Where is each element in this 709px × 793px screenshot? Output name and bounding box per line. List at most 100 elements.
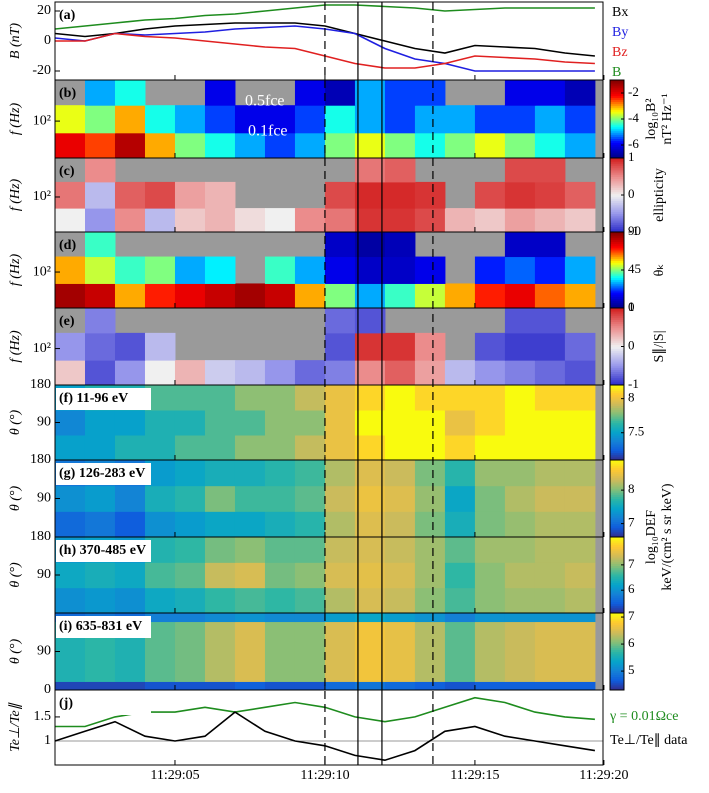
- colorbar-segment: [610, 488, 624, 492]
- colorbar-segment: [610, 571, 624, 574]
- heatmap-cell: [504, 511, 536, 538]
- heatmap-cell: [114, 283, 146, 309]
- colorbar-segment: [610, 435, 624, 438]
- colorbar-tick-label: 8: [628, 390, 635, 405]
- heatmap-cell: [114, 181, 146, 209]
- colorbar-segment: [610, 262, 624, 265]
- heatmap-cell: [414, 460, 446, 487]
- colorbar-tick-label: -1: [628, 376, 639, 391]
- colorbar-segment: [610, 647, 624, 651]
- colorbar-segment: [610, 494, 624, 498]
- annotation: 0.5fce: [245, 93, 285, 110]
- colorbar-segment: [610, 481, 624, 484]
- heatmap-cell: [414, 587, 446, 614]
- colorbar-tick-label: 6: [628, 635, 635, 650]
- colorbar-segment: [610, 377, 624, 380]
- heatmap-cell: [234, 132, 266, 159]
- colorbar-segment: [610, 296, 624, 299]
- heatmap-cell: [504, 613, 536, 623]
- colorbar-segment: [610, 666, 624, 670]
- heatmap-cell: [55, 562, 86, 589]
- colorbar-segment: [610, 552, 624, 555]
- colorbar-segment: [610, 163, 624, 166]
- heatmap-cell: [55, 283, 86, 309]
- colorbar-segment: [610, 498, 624, 501]
- heatmap-cell: [174, 132, 206, 159]
- colorbar-segment: [610, 563, 624, 566]
- colorbar-tick-label: -2: [628, 84, 639, 99]
- colorbar-segment: [610, 630, 624, 633]
- heatmap-cell: [504, 621, 536, 682]
- heatmap-cell: [474, 621, 506, 682]
- colorbar-segment: [610, 266, 624, 269]
- colorbar-segment: [610, 616, 624, 620]
- colorbar-segment: [610, 273, 624, 277]
- heatmap-cell: [234, 537, 266, 563]
- colorbar-segment: [610, 506, 624, 509]
- colorbar-tick-label: 7: [628, 515, 635, 530]
- heatmap-cell: [504, 256, 536, 284]
- colorbar-segment: [610, 443, 624, 446]
- heatmap-cell: [174, 537, 206, 563]
- x-tick-label: 11:29:10: [300, 768, 349, 783]
- heatmap-cell: [444, 621, 476, 682]
- colorbar-segment: [610, 329, 624, 332]
- heatmap-cell: [384, 562, 416, 589]
- heatmap-cell: [174, 613, 206, 623]
- colorbar-segment: [610, 611, 624, 614]
- heatmap-cell: [294, 460, 326, 487]
- colorbar-segment: [610, 142, 624, 145]
- panel-label: (f) 11-96 eV: [59, 391, 128, 406]
- colorbar-segment: [610, 292, 624, 296]
- colorbar-segment: [610, 413, 624, 416]
- heatmap-cell: [534, 256, 566, 284]
- heatmap-cell: [55, 511, 86, 538]
- heatmap-cell: [294, 410, 326, 436]
- colorbar-segment: [610, 392, 624, 395]
- heatmap-cell: [414, 181, 446, 209]
- colorbar-segment: [610, 99, 624, 102]
- legend-entry: Te⊥/Te∥ data: [610, 733, 688, 748]
- heatmap-cell: [444, 460, 476, 487]
- panel-label-box: [56, 463, 151, 485]
- colorbar-segment: [610, 614, 624, 618]
- colorbar-segment: [610, 471, 624, 474]
- heatmap-cell: [354, 621, 386, 682]
- heatmap-cell: [354, 485, 386, 512]
- colorbar-segment: [610, 174, 624, 177]
- colorbar-segment: [610, 344, 624, 347]
- colorbar-segment: [610, 396, 624, 399]
- heatmap-cell: [324, 360, 356, 386]
- heatmap-cell: [504, 80, 536, 106]
- heatmap-cell: [384, 621, 416, 682]
- heatmap-cell: [354, 360, 386, 386]
- colorbar-segment: [610, 567, 624, 570]
- colorbar-segment: [610, 599, 624, 603]
- colorbar-segment: [610, 546, 624, 549]
- heatmap-cell: [474, 410, 506, 436]
- colorbar-segment: [610, 232, 624, 235]
- colorbar-segment: [610, 525, 624, 528]
- heatmap-cell: [564, 587, 596, 614]
- heatmap-cell: [444, 208, 476, 233]
- colorbar-segment: [610, 228, 624, 231]
- colorbar-segment: [610, 469, 624, 473]
- heatmap-cell: [504, 105, 536, 134]
- heatmap-cell: [234, 681, 266, 691]
- panel-frame: [54, 689, 604, 766]
- heatmap-cell: [324, 681, 356, 691]
- colorbar-segment: [610, 365, 624, 369]
- colorbar-segment: [610, 237, 624, 241]
- heatmap-cell: [564, 511, 596, 538]
- heatmap-cell: [384, 587, 416, 614]
- legend-entry: By: [612, 25, 628, 40]
- colorbar-segment: [610, 176, 624, 179]
- heatmap-cell: [384, 132, 416, 159]
- heatmap-cell: [354, 587, 386, 614]
- colorbar-segment: [610, 437, 624, 440]
- heatmap-cell: [444, 537, 476, 563]
- heatmap-cell: [384, 681, 416, 691]
- heatmap-cell: [474, 360, 506, 386]
- heatmap-cell: [474, 460, 506, 487]
- panel-label-box: [56, 388, 151, 410]
